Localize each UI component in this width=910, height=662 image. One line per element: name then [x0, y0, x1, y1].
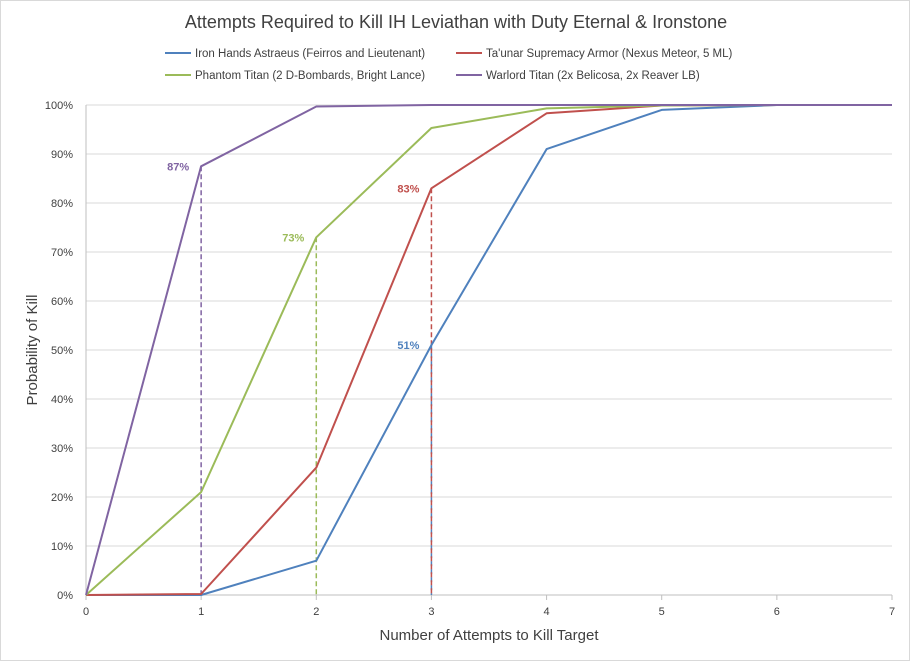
gridlines — [86, 104, 892, 596]
data-label: 87% — [167, 161, 189, 173]
y-tick-label: 30% — [51, 443, 73, 455]
y-tick-label: 50% — [51, 345, 73, 357]
y-tick-label: 100% — [45, 100, 73, 112]
x-axis-title: Number of Attempts to Kill Target — [380, 627, 600, 644]
legend-item: Phantom Titan (2 D-Bombards, Bright Lanc… — [165, 70, 425, 82]
legend-label: Iron Hands Astraeus (Feirros and Lieuten… — [195, 48, 425, 60]
x-tick-label: 4 — [544, 606, 550, 618]
legend-label: Warlord Titan (2x Belicosa, 2x Reaver LB… — [486, 70, 700, 82]
legend: Iron Hands Astraeus (Feirros and Lieuten… — [165, 48, 733, 82]
y-tick-label: 70% — [51, 247, 73, 259]
y-tick-labels: 0% 10% 20% 30% 40% 50% 60% 70% 80% 90% 100% — [45, 100, 73, 602]
data-label: 51% — [397, 340, 419, 352]
x-tick-label: 5 — [659, 606, 665, 618]
y-tick-label: 90% — [51, 149, 73, 161]
y-axis-title: Probability of Kill — [24, 295, 41, 406]
legend-item: Ta'unar Supremacy Armor (Nexus Meteor, 5… — [456, 48, 733, 60]
chart-title: Attempts Required to Kill IH Leviathan w… — [185, 12, 727, 32]
data-label: 73% — [282, 232, 304, 244]
drop-lines — [200, 166, 433, 595]
data-label: 83% — [397, 183, 419, 195]
y-tick-label: 60% — [51, 296, 73, 308]
axes — [85, 105, 893, 600]
legend-item: Warlord Titan (2x Belicosa, 2x Reaver LB… — [456, 70, 700, 82]
legend-label: Ta'unar Supremacy Armor (Nexus Meteor, 5… — [486, 48, 733, 60]
y-tick-label: 80% — [51, 198, 73, 210]
series-line — [85, 104, 892, 596]
x-tick-label: 0 — [83, 606, 89, 618]
legend-label: Phantom Titan (2 D-Bombards, Bright Lanc… — [195, 70, 425, 82]
y-tick-label: 0% — [57, 590, 73, 602]
x-tick-labels: 0 1 2 3 4 5 6 7 — [83, 606, 895, 618]
y-tick-label: 40% — [51, 394, 73, 406]
legend-item: Iron Hands Astraeus (Feirros and Lieuten… — [165, 48, 425, 60]
x-tick-label: 2 — [313, 606, 319, 618]
y-tick-label: 20% — [51, 492, 73, 504]
x-tick-label: 7 — [889, 606, 895, 618]
x-tick-label: 6 — [774, 606, 780, 618]
series-lines — [85, 104, 892, 596]
x-tick-label: 3 — [428, 606, 434, 618]
data-labels: 51% 83% 73% 87% — [167, 161, 420, 352]
y-tick-label: 10% — [51, 541, 73, 553]
x-tick-label: 1 — [198, 606, 204, 618]
